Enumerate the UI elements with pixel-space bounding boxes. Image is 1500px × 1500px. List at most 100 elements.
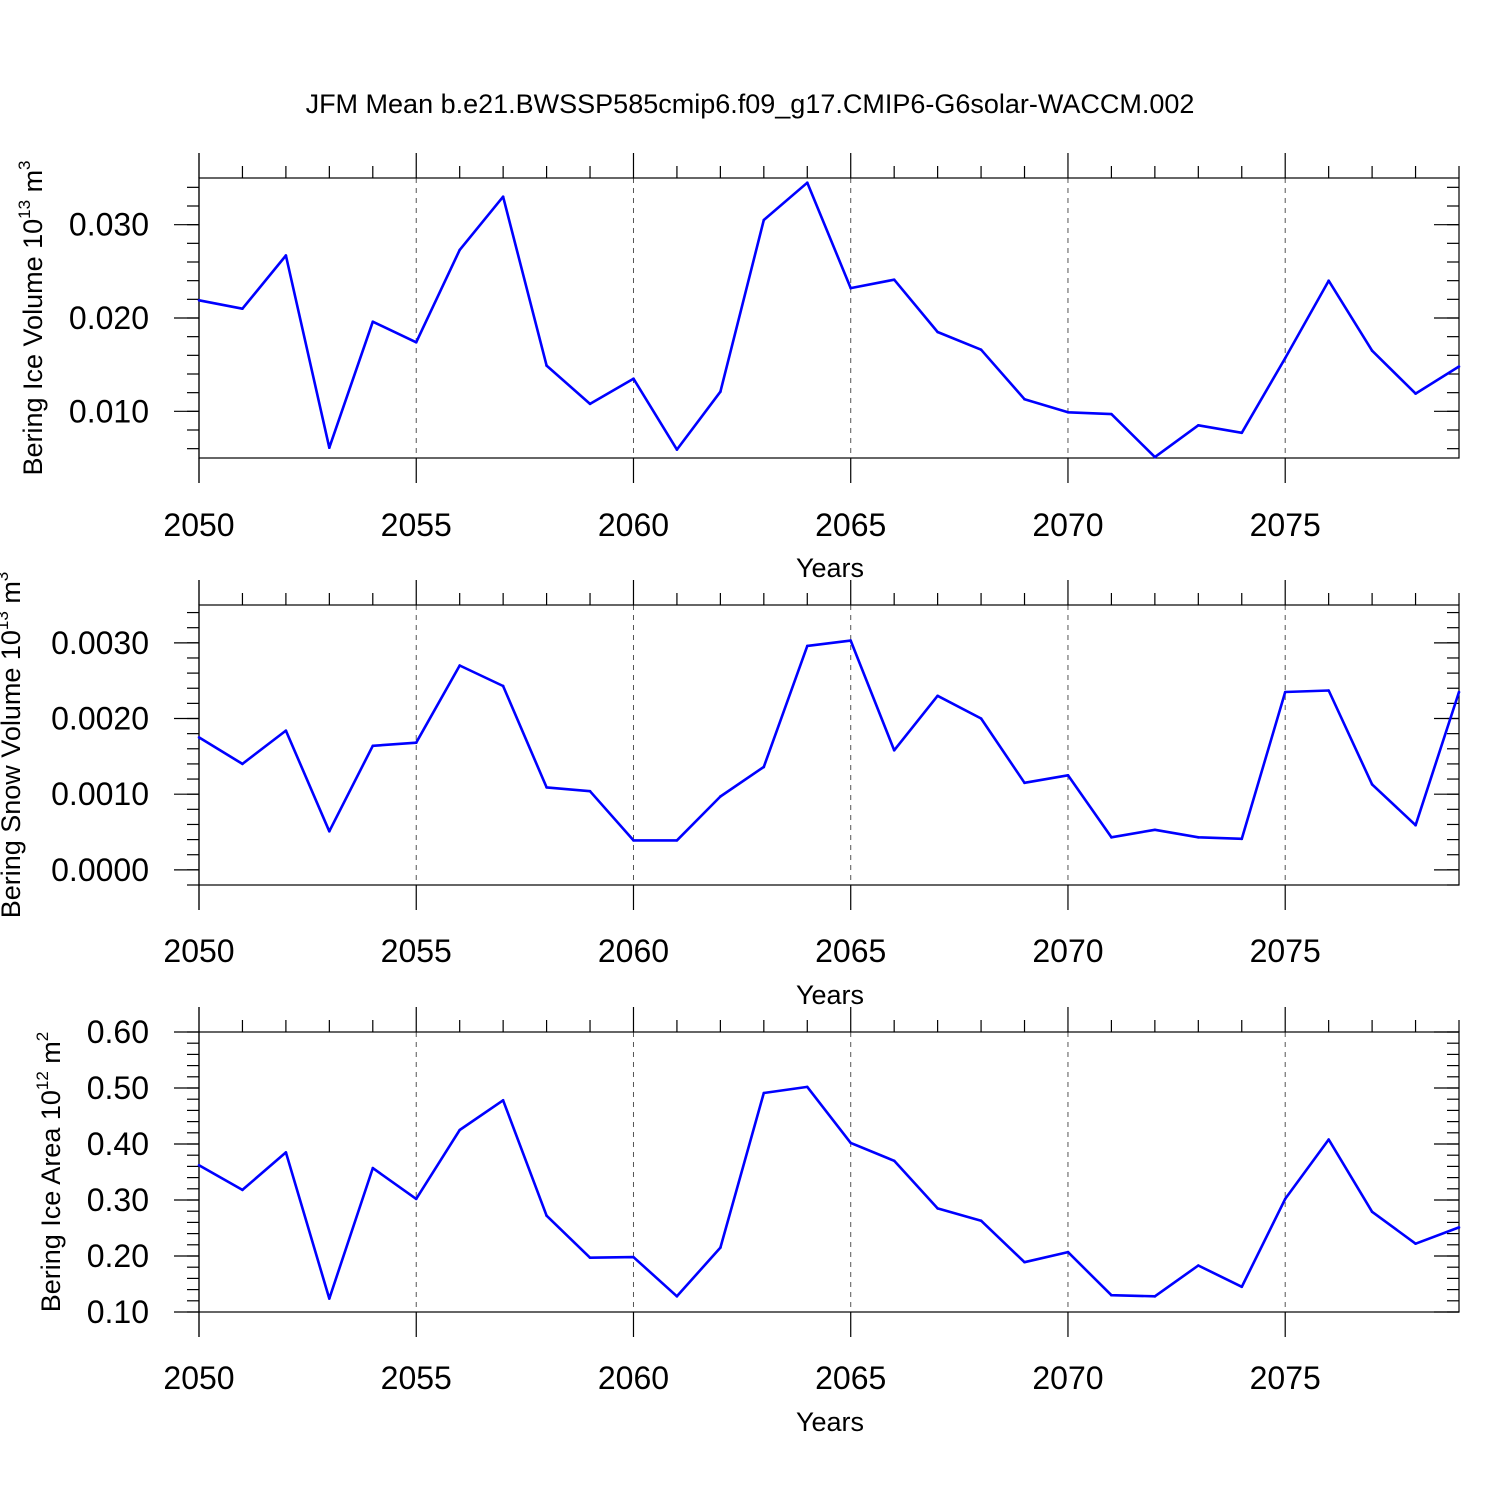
data-point-ice-area-2055 <box>414 1197 418 1201</box>
data-point-ice-area-2078 <box>1414 1242 1417 1245</box>
y-axis-label-unit: m <box>0 581 26 611</box>
x-tick-label-0: 2050 <box>163 933 234 969</box>
data-point-ice-area-2065 <box>849 1141 853 1145</box>
data-point-ice-volume-2068 <box>979 348 983 352</box>
data-point-ice-volume-2067 <box>936 330 939 334</box>
data-point-snow-volume-2059 <box>588 789 592 793</box>
data-point-snow-volume-2068 <box>979 717 983 720</box>
data-point-ice-volume-2076 <box>1327 279 1330 282</box>
x-tick-label-1: 2055 <box>381 933 452 969</box>
data-point-ice-volume-2051 <box>241 307 244 310</box>
y-axis-label-unit-exponent: 3 <box>0 572 12 581</box>
y-tick-label-4: 0.50 <box>87 1070 149 1106</box>
data-point-ice-volume-2077 <box>1370 349 1374 352</box>
data-point-ice-volume-2075 <box>1283 356 1287 360</box>
data-point-ice-volume-2079 <box>1457 365 1461 368</box>
y-axis-label-exponent: 13 <box>0 611 12 630</box>
data-point-ice-volume-2058 <box>545 364 548 367</box>
data-point-ice-area-2063 <box>762 1091 766 1095</box>
data-point-ice-volume-2072 <box>1153 455 1157 459</box>
data-point-snow-volume-2073 <box>1197 836 1200 839</box>
x-tick-label-4: 2070 <box>1032 1360 1103 1396</box>
data-point-ice-volume-2071 <box>1110 412 1113 416</box>
data-point-snow-volume-2067 <box>936 694 939 698</box>
y-tick-label-3: 0.0030 <box>51 625 149 661</box>
data-point-snow-volume-2052 <box>284 729 288 732</box>
data-point-ice-area-2072 <box>1153 1295 1157 1298</box>
data-point-ice-volume-2073 <box>1197 424 1200 427</box>
data-point-ice-volume-2070 <box>1066 410 1070 414</box>
x-tick-label-0: 2050 <box>163 507 234 543</box>
data-point-ice-volume-2069 <box>1023 397 1026 401</box>
x-tick-label-2: 2060 <box>598 933 669 969</box>
data-point-ice-area-2073 <box>1197 1264 1200 1267</box>
data-point-snow-volume-2060 <box>632 839 635 842</box>
y-axis-label-text: Bering Snow Volume 10 <box>0 630 26 918</box>
data-point-ice-area-2050 <box>197 1163 201 1167</box>
data-point-ice-volume-2056 <box>458 248 461 252</box>
data-point-snow-volume-2064 <box>805 644 809 648</box>
x-tick-label-3: 2065 <box>815 933 886 969</box>
data-point-ice-area-2075 <box>1283 1197 1287 1201</box>
y-tick-label-1: 0.20 <box>87 1238 149 1274</box>
data-point-ice-area-2067 <box>936 1207 939 1210</box>
data-point-snow-volume-2055 <box>414 741 418 745</box>
y-axis-label-text: Bering Ice Area 10 <box>36 1090 66 1312</box>
data-point-ice-area-2069 <box>1023 1260 1026 1264</box>
x-tick-label-1: 2055 <box>381 507 452 543</box>
data-point-ice-volume-2055 <box>414 340 418 344</box>
data-point-ice-volume-2050 <box>197 298 201 302</box>
x-tick-label-3: 2065 <box>815 1360 886 1396</box>
data-point-ice-area-2079 <box>1457 1226 1461 1229</box>
data-point-snow-volume-2075 <box>1283 690 1287 694</box>
y-tick-label-5: 0.60 <box>87 1014 149 1050</box>
x-tick-label-5: 2075 <box>1250 1360 1321 1396</box>
data-point-snow-volume-2079 <box>1457 690 1461 694</box>
series-line-ice-area <box>198 1085 1460 1300</box>
data-point-snow-volume-2050 <box>197 736 201 739</box>
data-point-snow-volume-2053 <box>328 829 331 833</box>
data-point-ice-volume-2065 <box>849 286 853 290</box>
x-tick-label-2: 2060 <box>598 1360 669 1396</box>
x-tick-label-1: 2055 <box>381 1360 452 1396</box>
data-point-ice-area-2058 <box>545 1214 548 1217</box>
data-point-snow-volume-2065 <box>849 639 853 642</box>
data-point-ice-area-2057 <box>501 1099 505 1102</box>
data-point-snow-volume-2057 <box>501 684 505 688</box>
x-axis-label: Years <box>796 1407 864 1437</box>
y-tick-label-2: 0.030 <box>69 207 149 243</box>
y-tick-label-0: 0.10 <box>87 1294 149 1330</box>
data-point-snow-volume-2071 <box>1110 836 1113 839</box>
y-axis-label-text: Bering Ice Volume 10 <box>18 219 48 476</box>
data-point-ice-area-2052 <box>284 1151 288 1154</box>
y-axis-label-unit: m <box>18 170 48 200</box>
data-point-ice-area-2054 <box>371 1166 375 1170</box>
data-point-ice-volume-2060 <box>632 377 635 380</box>
data-point-ice-volume-2057 <box>501 195 505 198</box>
y-axis-label-exponent: 13 <box>15 200 34 219</box>
data-point-ice-volume-2059 <box>588 402 592 406</box>
y-axis-label: Bering Ice Volume 1013 m3 <box>15 160 48 475</box>
data-point-snow-volume-2051 <box>241 762 244 766</box>
y-tick-label-3: 0.40 <box>87 1126 149 1162</box>
data-point-ice-volume-2052 <box>284 254 288 257</box>
data-point-ice-area-2077 <box>1370 1210 1374 1214</box>
data-point-ice-volume-2063 <box>762 218 766 222</box>
y-axis-label: Bering Ice Area 1012 m2 <box>33 1032 66 1313</box>
panel-ice-volume: 0.010 0.020 0.030 2050 2055 2060 2065 2070 2075 Y… <box>15 153 1461 583</box>
x-axis-label: Years <box>796 553 864 583</box>
data-point-ice-area-2059 <box>588 1256 592 1259</box>
data-point-snow-volume-2066 <box>892 748 896 752</box>
y-axis-label-unit-exponent: 3 <box>15 160 34 169</box>
x-tick-label-3: 2065 <box>815 507 886 543</box>
y-tick-label-0: 0.010 <box>69 393 149 429</box>
data-point-ice-volume-2074 <box>1240 431 1244 435</box>
data-point-ice-volume-2061 <box>675 448 679 451</box>
x-axis-label: Years <box>796 980 864 1010</box>
data-point-ice-volume-2078 <box>1414 392 1417 395</box>
data-point-snow-volume-2062 <box>719 795 722 798</box>
panel-snow-volume: 0.0000 0.0010 0.0020 0.0030 2050 2055 2060 2065… <box>0 572 1461 1010</box>
data-point-ice-volume-2053 <box>328 446 331 450</box>
